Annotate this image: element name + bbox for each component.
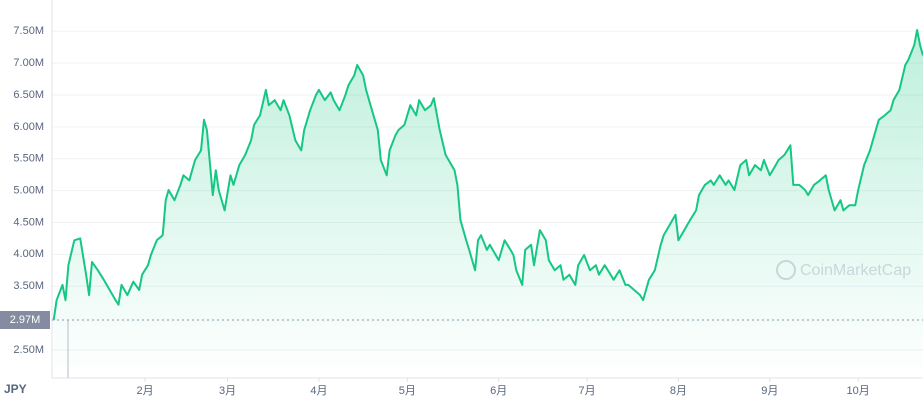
- x-tick-label: 10月: [847, 385, 870, 397]
- y-tick-label: 4.50M: [13, 216, 44, 228]
- y-tick-label: 6.50M: [13, 89, 44, 101]
- x-tick-label: 7月: [579, 385, 596, 397]
- currency-label: JPY: [4, 382, 27, 396]
- y-tick-label: 6.00M: [13, 121, 44, 133]
- x-tick-label: 4月: [310, 385, 327, 397]
- price-line: [52, 29, 923, 321]
- reference-label: 2.97M: [10, 314, 41, 326]
- watermark-logo: [776, 260, 796, 280]
- y-tick-label: 7.50M: [13, 25, 44, 37]
- area-layer: [53, 30, 923, 378]
- area: [53, 30, 923, 378]
- x-tick-label: 3月: [219, 385, 236, 397]
- y-tick-label: 7.00M: [13, 57, 44, 69]
- y-tick-label: 3.50M: [13, 280, 44, 292]
- y-tick-label: 5.50M: [13, 153, 44, 165]
- y-tick-label: 5.00M: [13, 184, 44, 196]
- y-tick-label: 4.00M: [13, 248, 44, 260]
- x-tick-label: 6月: [490, 385, 507, 397]
- watermark-text: CoinMarketCap: [800, 262, 911, 279]
- watermark: CoinMarketCap: [776, 260, 911, 280]
- x-tick-label: 8月: [670, 385, 687, 397]
- y-tick-label: 2.50M: [13, 344, 44, 356]
- x-tick-label: 5月: [399, 385, 416, 397]
- x-tick-label: 9月: [761, 385, 778, 397]
- x-tick-label: 2月: [136, 385, 153, 397]
- reference-tag: [0, 310, 50, 329]
